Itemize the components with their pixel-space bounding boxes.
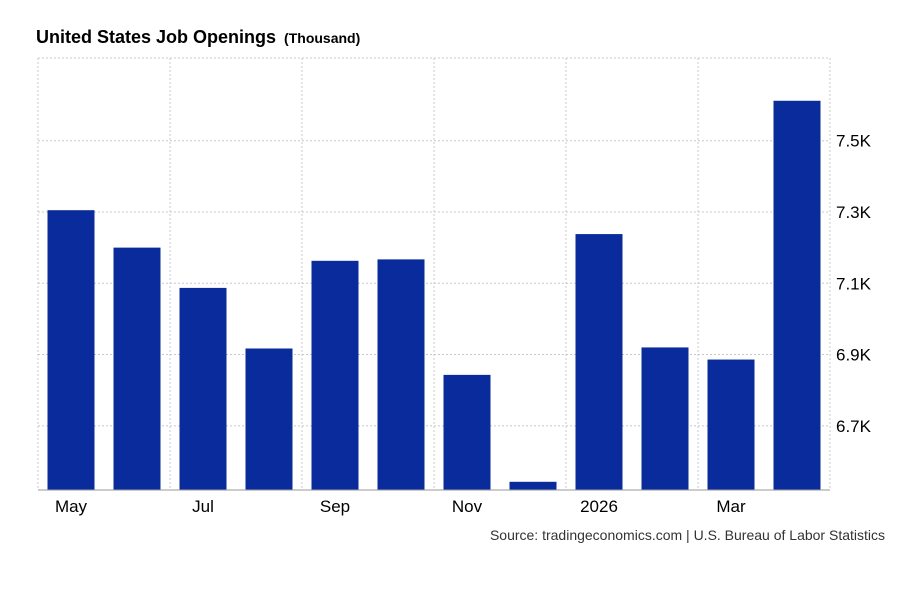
bar-aug <box>245 348 293 490</box>
x-tick-label: Nov <box>452 497 483 516</box>
chart-title: United States Job Openings (Thousand) <box>36 27 360 48</box>
bar-nov <box>443 374 491 490</box>
x-tick-label: Mar <box>716 497 746 516</box>
bar-may <box>47 210 95 491</box>
bar-dec <box>509 481 557 490</box>
y-tick-label: 7.3K <box>836 203 872 222</box>
bar-oct <box>377 259 425 490</box>
bar-feb <box>641 347 689 490</box>
y-tick-label: 6.7K <box>836 417 872 436</box>
y-tick-label: 7.1K <box>836 274 872 293</box>
bar-sep <box>311 260 359 490</box>
x-tick-label: Sep <box>320 497 350 516</box>
bar-jun <box>113 247 161 490</box>
bar-apr <box>773 100 821 490</box>
source-note: Source: tradingeconomics.com | U.S. Bure… <box>489 527 885 543</box>
y-tick-label: 6.9K <box>836 346 872 365</box>
bar-2026 <box>575 234 623 490</box>
bar-mar <box>707 359 755 490</box>
chart-title-text: United States Job Openings <box>36 27 277 47</box>
y-tick-label: 7.5K <box>836 132 872 151</box>
x-tick-label: Jul <box>192 497 214 516</box>
bar-jul <box>179 287 227 490</box>
x-tick-label: May <box>55 497 88 516</box>
chart-unit: (Thousand) <box>284 30 361 46</box>
x-tick-label: 2026 <box>580 497 618 516</box>
